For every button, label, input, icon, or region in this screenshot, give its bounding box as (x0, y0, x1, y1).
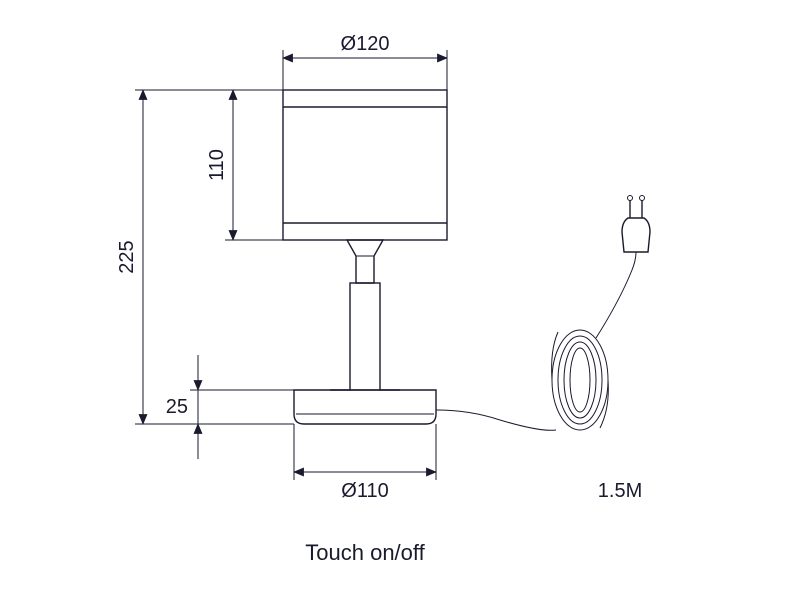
dim-shade-height: 110 (206, 90, 283, 240)
dim-base-diameter: Ø110 (294, 424, 436, 502)
dim-label: Ø120 (341, 33, 390, 55)
technical-drawing: Ø120 110 225 25 Ø110 1.5M Touch on/off (0, 0, 800, 600)
dim-label: 110 (206, 149, 228, 181)
dim-label: 25 (166, 396, 188, 418)
caption: Touch on/off (305, 540, 425, 565)
power-cable (436, 410, 556, 430)
power-plug (622, 196, 650, 253)
cable-length-label: 1.5M (598, 480, 642, 502)
lamp-shade (283, 90, 447, 240)
dim-shade-diameter: Ø120 (283, 33, 447, 90)
lamp-neck (347, 240, 383, 283)
dim-total-height: 225 (116, 90, 294, 424)
dim-label: Ø110 (341, 480, 388, 502)
cable-to-plug (596, 252, 636, 338)
cable-coil (552, 330, 609, 430)
lamp-stem (350, 283, 380, 390)
lamp-base (294, 390, 436, 424)
dim-label: 225 (116, 240, 138, 273)
dim-base-height: 25 (166, 355, 294, 459)
